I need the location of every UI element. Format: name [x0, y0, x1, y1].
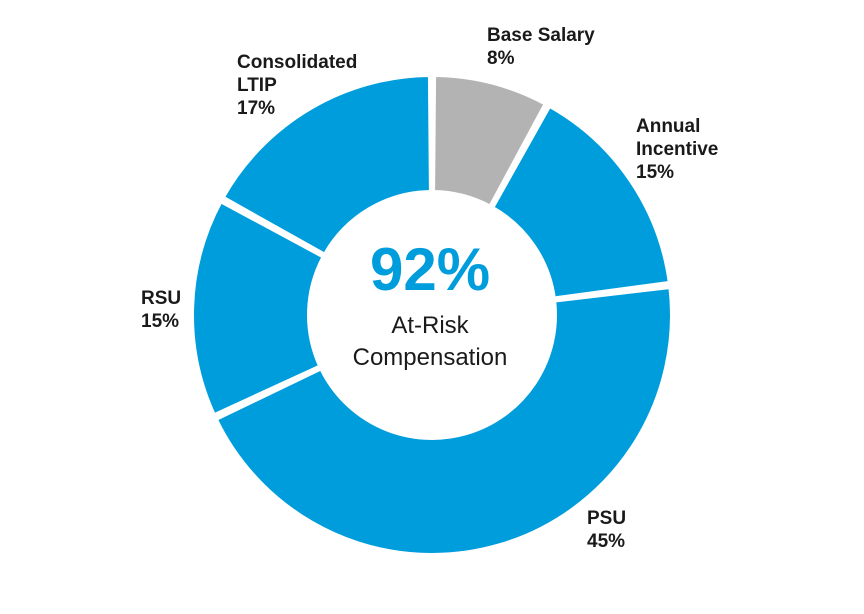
- slice-psu: [213, 284, 674, 557]
- label-pct: 45%: [587, 531, 626, 552]
- label-pct: 8%: [487, 48, 515, 69]
- label-name-line: Annual: [636, 116, 701, 137]
- label-pct: 17%: [237, 98, 276, 119]
- label-name-line: RSU: [141, 288, 182, 309]
- center-caption-line2: Compensation: [352, 344, 508, 371]
- center-value: 92%: [369, 236, 491, 303]
- label-pct: 15%: [141, 311, 180, 332]
- label-pct: 15%: [636, 162, 675, 183]
- donut-slices: [190, 72, 674, 557]
- label-name-line: Consolidated: [237, 52, 358, 73]
- center-caption: At-Risk Compensation: [320, 310, 540, 374]
- label-name-line: LTIP: [237, 75, 277, 96]
- label-name-line: Base Salary: [487, 25, 595, 46]
- label-name-line: PSU: [587, 508, 627, 529]
- label-consolidated-ltip: Consolidated LTIP 17%: [237, 51, 357, 120]
- slice-consolidated-ltip: [219, 72, 433, 258]
- label-psu: PSU 45%: [587, 507, 626, 553]
- center-caption-line1: At-Risk: [391, 312, 469, 339]
- label-rsu: RSU 15%: [141, 287, 181, 333]
- slice-base-salary: [431, 72, 549, 210]
- label-base-salary: Base Salary 8%: [487, 24, 595, 70]
- slice-annual-incentive: [489, 102, 673, 301]
- label-annual-incentive: Annual Incentive 15%: [636, 115, 718, 184]
- slice-rsu: [190, 198, 327, 418]
- label-name-line: Incentive: [636, 139, 719, 160]
